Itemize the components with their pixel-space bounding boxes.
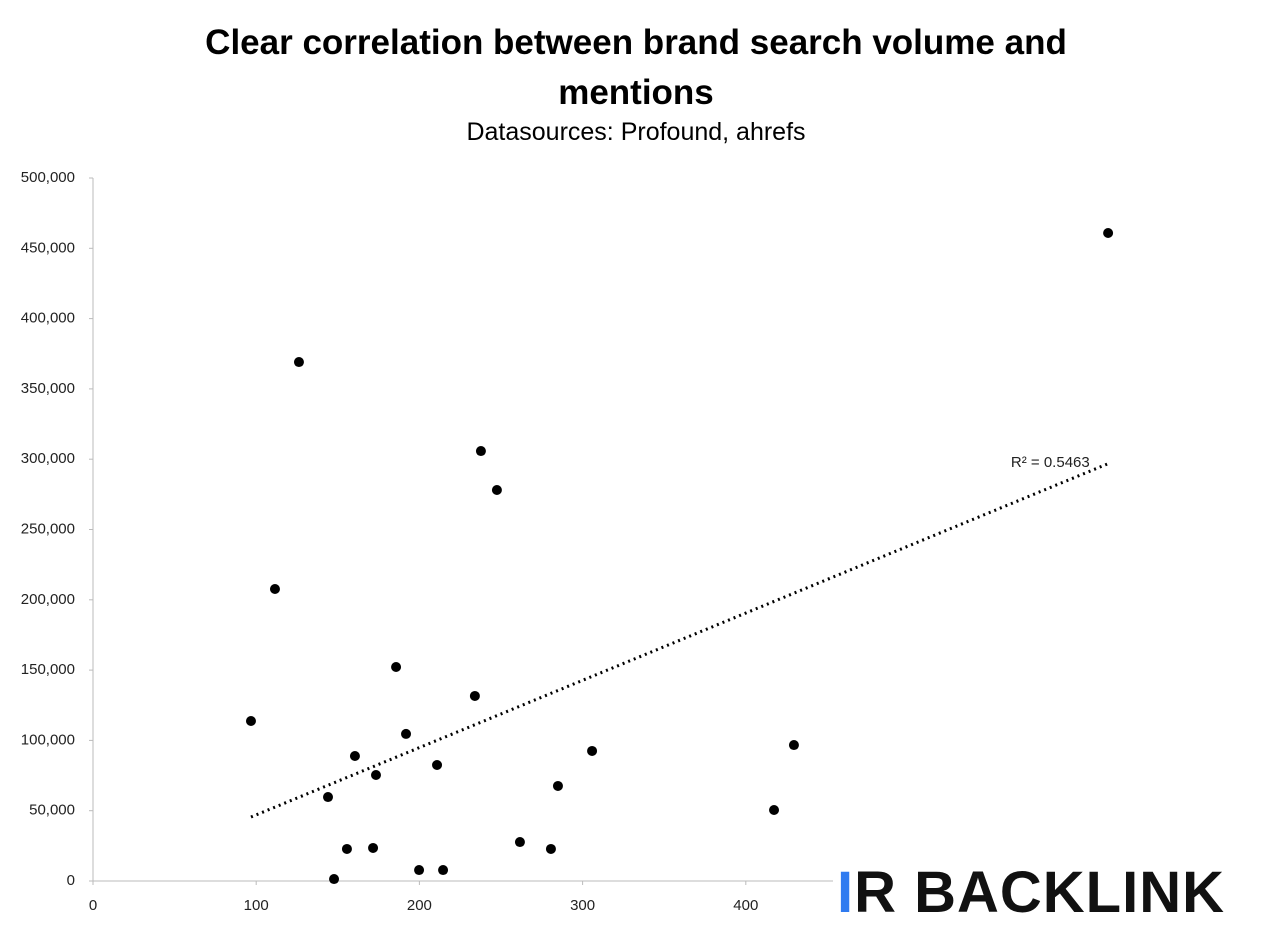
- point: [587, 745, 598, 756]
- point: [329, 874, 340, 885]
- x-tick-label: 300: [570, 897, 595, 914]
- point: [323, 792, 334, 803]
- watermark-text: R BACKLINK: [854, 860, 1225, 925]
- y-tick-label: 400,000: [21, 310, 75, 327]
- point: [414, 865, 425, 876]
- point: [341, 843, 352, 854]
- trendline-label: R² = 0.5463: [1011, 454, 1090, 471]
- point: [491, 484, 502, 495]
- y-tick-label: 450,000: [21, 239, 75, 256]
- y-tick-label: 300,000: [21, 450, 75, 467]
- x-tick-label: 100: [244, 897, 269, 914]
- watermark-mark: I: [837, 860, 855, 925]
- y-tick-label: 100,000: [21, 731, 75, 748]
- point: [475, 446, 486, 457]
- x-tick-label: 0: [89, 897, 97, 914]
- y-tick-label: 250,000: [21, 520, 75, 537]
- point: [514, 837, 525, 848]
- point: [370, 769, 381, 780]
- point: [788, 740, 799, 751]
- point: [293, 357, 304, 368]
- y-tick-label: 350,000: [21, 380, 75, 397]
- point: [552, 780, 563, 791]
- point: [1103, 227, 1114, 238]
- point: [438, 865, 449, 876]
- y-tick-label: 200,000: [21, 591, 75, 608]
- trendline: [250, 461, 1111, 819]
- point: [432, 760, 443, 771]
- chart-subtitle: Datasources: Profound, ahrefs: [466, 118, 806, 146]
- watermark: IR BACKLINK: [833, 856, 1272, 930]
- point: [769, 804, 780, 815]
- point: [401, 728, 412, 739]
- point: [545, 843, 556, 854]
- point: [469, 690, 480, 701]
- point: [368, 842, 379, 853]
- y-tick-label: 500,000: [21, 169, 75, 186]
- y-tick-label: 0: [67, 872, 75, 889]
- y-tick-label: 150,000: [21, 661, 75, 678]
- point: [245, 715, 256, 726]
- chart-title: Clear correlation between brand search v…: [205, 23, 1067, 112]
- point: [349, 751, 360, 762]
- y-tick-label: 50,000: [29, 802, 75, 819]
- x-tick-label: 200: [407, 897, 432, 914]
- x-tick-label: 400: [733, 897, 758, 914]
- point: [269, 583, 280, 594]
- point: [391, 662, 402, 673]
